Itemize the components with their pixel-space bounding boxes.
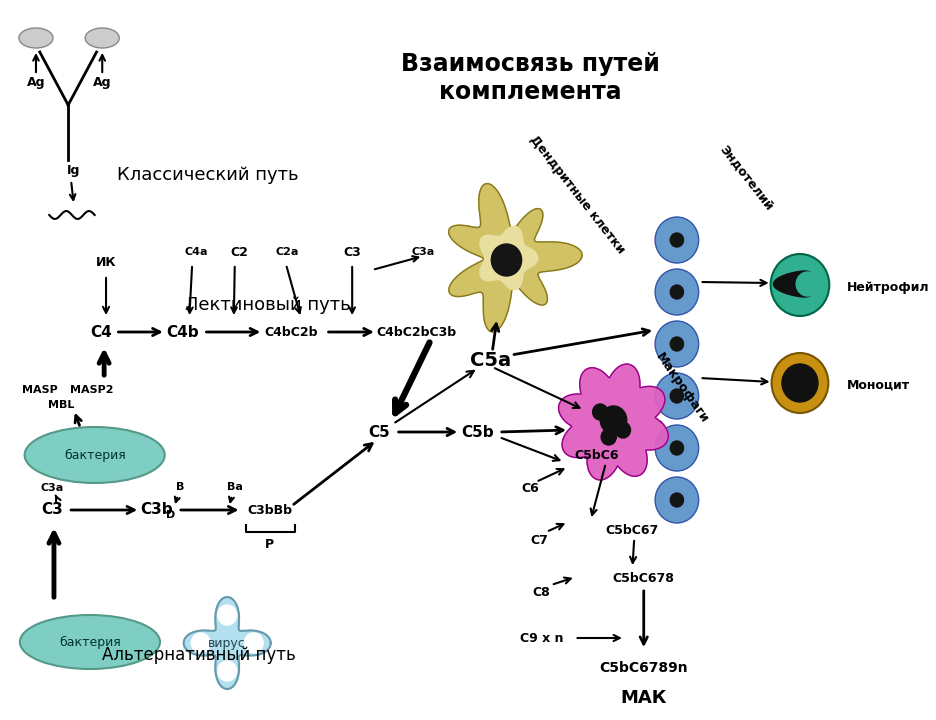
Text: C7: C7 — [530, 534, 548, 546]
Circle shape — [615, 422, 630, 438]
Circle shape — [796, 272, 818, 296]
Polygon shape — [772, 271, 810, 297]
Text: Макрофаги: Макрофаги — [651, 351, 709, 426]
Text: Альтернативный путь: Альтернативный путь — [102, 646, 296, 664]
Text: C8: C8 — [532, 585, 549, 598]
Circle shape — [669, 493, 682, 507]
Circle shape — [600, 406, 626, 434]
Circle shape — [601, 429, 616, 445]
Polygon shape — [558, 364, 667, 480]
Text: MBL: MBL — [49, 400, 75, 410]
Text: Ba: Ba — [227, 482, 242, 492]
Circle shape — [217, 605, 237, 625]
Ellipse shape — [24, 427, 165, 483]
Text: C4bC2b: C4bC2b — [265, 325, 318, 338]
Text: B: B — [175, 482, 183, 492]
Text: C4b: C4b — [167, 325, 198, 340]
Circle shape — [654, 373, 698, 419]
Text: Дендритные клетки: Дендритные клетки — [527, 133, 627, 256]
Text: бактерия: бактерия — [59, 636, 121, 649]
Text: МАК: МАК — [620, 689, 666, 707]
Text: вирус: вирус — [208, 636, 246, 649]
Text: MASP2: MASP2 — [70, 385, 113, 395]
Circle shape — [654, 217, 698, 263]
Text: C6: C6 — [520, 482, 538, 495]
Text: C5bC6: C5bC6 — [574, 449, 618, 462]
Text: Ag: Ag — [93, 76, 111, 89]
Polygon shape — [183, 597, 271, 689]
Circle shape — [244, 633, 263, 653]
Text: C3: C3 — [41, 503, 63, 518]
Text: C2a: C2a — [275, 247, 299, 257]
Text: C2: C2 — [230, 246, 248, 258]
Text: C3: C3 — [343, 246, 360, 258]
Circle shape — [669, 285, 682, 299]
Text: C3a: C3a — [411, 247, 434, 257]
Text: C3a: C3a — [40, 483, 64, 493]
Text: C4: C4 — [91, 325, 112, 340]
Text: C3b: C3b — [139, 503, 172, 518]
Text: Ag: Ag — [27, 76, 45, 89]
Text: C4a: C4a — [184, 247, 208, 257]
Circle shape — [770, 353, 827, 413]
Circle shape — [782, 364, 817, 402]
Circle shape — [669, 389, 682, 403]
Circle shape — [654, 269, 698, 315]
Circle shape — [669, 337, 682, 351]
Text: Классический путь: Классический путь — [117, 166, 299, 184]
Circle shape — [217, 661, 237, 681]
Circle shape — [654, 425, 698, 471]
Text: бактерия: бактерия — [64, 449, 125, 462]
Ellipse shape — [19, 28, 53, 48]
Text: C5: C5 — [368, 425, 389, 439]
Circle shape — [191, 633, 210, 653]
Circle shape — [592, 404, 607, 420]
Ellipse shape — [85, 28, 119, 48]
Text: ИК: ИК — [95, 256, 116, 269]
Text: D: D — [166, 510, 175, 520]
Text: Ig: Ig — [67, 163, 80, 176]
Text: Лектиновый путь: Лектиновый путь — [184, 296, 350, 314]
Text: C5b: C5b — [461, 425, 493, 439]
Polygon shape — [479, 226, 537, 289]
Circle shape — [654, 477, 698, 523]
Text: Эндотелий: Эндотелий — [716, 143, 774, 213]
Text: MASP: MASP — [22, 385, 58, 395]
Text: P: P — [265, 539, 274, 552]
Text: C5bC67: C5bC67 — [605, 523, 658, 536]
Text: C9 x n: C9 x n — [519, 631, 563, 644]
Circle shape — [490, 244, 521, 276]
Circle shape — [669, 441, 682, 455]
Text: Нейтрофил: Нейтрофил — [846, 281, 929, 294]
Circle shape — [654, 321, 698, 367]
Circle shape — [669, 233, 682, 247]
Text: Моноцит: Моноцит — [846, 379, 910, 392]
Circle shape — [769, 254, 828, 316]
Text: C3bBb: C3bBb — [247, 503, 292, 516]
Text: C4bC2bC3b: C4bC2bC3b — [376, 325, 456, 338]
Text: Взаимосвязь путей
комплемента: Взаимосвязь путей комплемента — [401, 52, 659, 104]
Text: C5bC6789n: C5bC6789n — [599, 661, 687, 675]
Polygon shape — [448, 184, 581, 332]
Text: C5bC678: C5bC678 — [612, 572, 674, 585]
Ellipse shape — [20, 615, 160, 669]
Text: C5a: C5a — [469, 351, 510, 369]
